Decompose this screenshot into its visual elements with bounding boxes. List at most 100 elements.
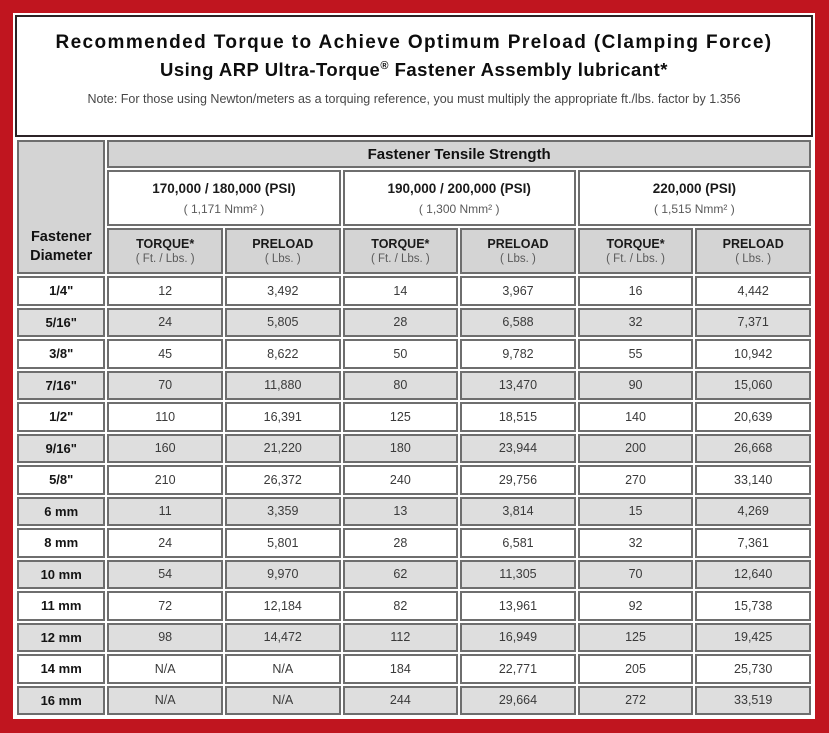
table-row: 5/8" 210 26,372 240 29,756 270 33,140 — [17, 465, 811, 495]
value-cell: 26,668 — [695, 433, 811, 463]
value-cell: 32 — [577, 528, 694, 558]
column-header-row: TORQUE* ( Ft. / Lbs. ) PRELOAD ( Lbs. ) … — [17, 228, 811, 274]
value-cell: 55 — [577, 339, 694, 369]
value-cell: 110 — [107, 402, 223, 432]
value-cell: 13 — [342, 496, 459, 526]
value-cell: 20,639 — [695, 402, 811, 432]
value-cell: 33,140 — [695, 465, 811, 495]
value-cell: 12,640 — [695, 559, 811, 589]
value-cell: 112 — [342, 622, 459, 652]
value-cell: 50 — [342, 339, 459, 369]
torque-column-header: TORQUE* ( Ft. / Lbs. ) — [342, 228, 459, 274]
value-cell: 244 — [342, 685, 459, 715]
value-cell: 28 — [342, 307, 459, 337]
value-cell: 92 — [577, 591, 694, 621]
value-cell: 14 — [342, 276, 459, 306]
value-cell: 90 — [577, 370, 694, 400]
value-cell: 16 — [577, 276, 694, 306]
torque-label: TORQUE* — [371, 237, 430, 251]
preload-label: PRELOAD — [722, 237, 784, 251]
value-cell: 32 — [577, 307, 694, 337]
fastener-diameter-cell: 1/2" — [17, 402, 106, 432]
value-cell: 3,967 — [460, 276, 576, 306]
value-cell: 9,970 — [224, 559, 341, 589]
value-cell: 12,184 — [224, 591, 341, 621]
table-row: 14 mm N/A N/A 184 22,771 205 25,730 — [17, 654, 811, 684]
registered-trademark-mark: ® — [380, 59, 389, 72]
psi-rating-label: 170,000 / 180,000 (PSI) — [152, 180, 296, 196]
table-row: 16 mm N/A N/A 244 29,664 272 33,519 — [17, 685, 811, 715]
value-cell: 210 — [107, 465, 223, 495]
nmm-rating-label: ( 1,515 Nmm² ) — [654, 201, 735, 216]
preload-unit-label: ( Lbs. ) — [500, 253, 536, 265]
fastener-diameter-cell: 5/8" — [17, 465, 106, 495]
value-cell: 160 — [107, 433, 223, 463]
fastener-diameter-cell: 8 mm — [17, 528, 106, 558]
value-cell: 33,519 — [695, 685, 811, 715]
fastener-diameter-cell: 16 mm — [17, 685, 106, 715]
value-cell: 11,305 — [460, 559, 576, 589]
value-cell: 9,782 — [460, 339, 576, 369]
fastener-diameter-header: Fastener Diameter — [17, 140, 106, 274]
psi-rating-label: 220,000 (PSI) — [652, 180, 737, 196]
value-cell: 12 — [107, 276, 223, 306]
value-cell: 98 — [107, 622, 223, 652]
fastener-diameter-cell: 6 mm — [17, 496, 106, 526]
value-cell: 125 — [342, 402, 459, 432]
value-cell: 11 — [107, 496, 223, 526]
preload-unit-label: ( Lbs. ) — [735, 253, 772, 265]
value-cell: 82 — [342, 591, 459, 621]
value-cell: 272 — [577, 685, 694, 715]
value-cell: 29,756 — [460, 465, 576, 495]
value-cell: 3,492 — [224, 276, 341, 306]
fastener-tensile-strength-header: Fastener Tensile Strength — [107, 140, 811, 168]
value-cell: 140 — [577, 402, 694, 432]
value-cell: 6,581 — [460, 528, 576, 558]
value-cell: 180 — [342, 433, 459, 463]
page-title-line1: Recommended Torque to Achieve Optimum Pr… — [55, 32, 773, 53]
value-cell: 13,470 — [460, 370, 576, 400]
torque-column-header: TORQUE* ( Ft. / Lbs. ) — [577, 228, 694, 274]
fastener-diameter-cell: 12 mm — [17, 622, 106, 652]
value-cell: 4,269 — [695, 496, 811, 526]
value-cell: 205 — [577, 654, 694, 684]
psi-group-header-1: 170,000 / 180,000 (PSI) ( 1,171 Nmm² ) — [107, 170, 341, 226]
table-row: 5/16" 24 5,805 28 6,588 32 7,371 — [17, 307, 811, 337]
torque-unit-label: ( Ft. / Lbs. ) — [135, 253, 195, 265]
torque-label: TORQUE* — [136, 237, 195, 251]
title-line2-prefix: Using ARP Ultra-Torque — [159, 59, 381, 80]
value-cell: N/A — [107, 685, 223, 715]
value-cell: 200 — [577, 433, 694, 463]
value-cell: N/A — [224, 654, 341, 684]
value-cell: N/A — [107, 654, 223, 684]
preload-column-header: PRELOAD ( Lbs. ) — [695, 228, 811, 274]
preload-label: PRELOAD — [487, 237, 549, 251]
value-cell: 45 — [107, 339, 223, 369]
preload-label: PRELOAD — [252, 237, 314, 251]
value-cell: 15 — [577, 496, 694, 526]
nmm-rating-label: ( 1,300 Nmm² ) — [418, 201, 500, 216]
value-cell: 18,515 — [460, 402, 576, 432]
psi-rating-label: 190,000 / 200,000 (PSI) — [387, 180, 531, 196]
newton-meters-note: Note: For those using Newton/meters as a… — [87, 92, 741, 106]
value-cell: 70 — [577, 559, 694, 589]
value-cell: 13,961 — [460, 591, 576, 621]
table-row: 9/16" 160 21,220 180 23,944 200 26,668 — [17, 433, 811, 463]
table-container: Fastener Diameter Fastener Tensile Stren… — [15, 138, 813, 717]
value-cell: 24 — [107, 528, 223, 558]
value-cell: 7,371 — [695, 307, 811, 337]
value-cell: 14,472 — [224, 622, 341, 652]
psi-group-header-2: 190,000 / 200,000 (PSI) ( 1,300 Nmm² ) — [342, 170, 576, 226]
psi-group-header-3: 220,000 (PSI) ( 1,515 Nmm² ) — [577, 170, 811, 226]
value-cell: 270 — [577, 465, 694, 495]
title-line2-suffix: Fastener Assembly lubricant* — [388, 59, 669, 80]
value-cell: 72 — [107, 591, 223, 621]
value-cell: 80 — [342, 370, 459, 400]
value-cell: 8,622 — [224, 339, 341, 369]
value-cell: 25,730 — [695, 654, 811, 684]
page-title-line2: Using ARP Ultra-Torque® Fastener Assembl… — [23, 59, 805, 81]
torque-unit-label: ( Ft. / Lbs. ) — [606, 253, 665, 265]
value-cell: 22,771 — [460, 654, 576, 684]
value-cell: 24 — [107, 307, 223, 337]
